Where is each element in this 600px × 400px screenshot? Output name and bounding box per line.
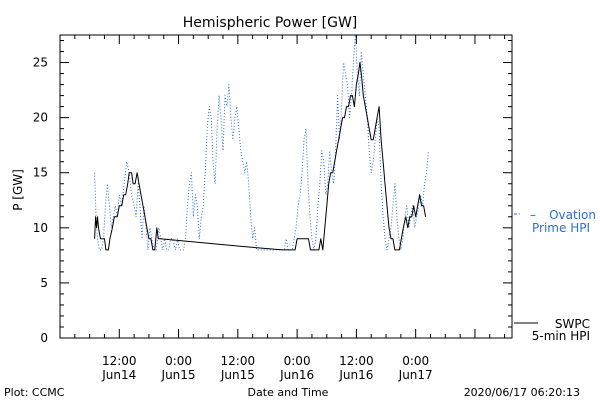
x-tick-time-label: 12:00 — [339, 354, 374, 368]
x-tick-time-label: 12:00 — [102, 354, 137, 368]
series-line-swpc — [94, 62, 427, 251]
chart-title: Hemispheric Power [GW] — [183, 15, 358, 31]
footer-credit: Plot: CCMC — [4, 386, 65, 399]
y-tick-label: 5 — [40, 276, 48, 290]
x-tick-day-label: Jun15 — [161, 368, 196, 382]
y-tick-label: 15 — [33, 166, 48, 180]
x-tick-time-label: 0:00 — [165, 354, 192, 368]
y-axis-label: P [GW] — [11, 169, 25, 211]
y-tick-label: 25 — [33, 56, 48, 70]
x-axis: 12:00Jun140:00Jun1512:00Jun150:00Jun1612… — [59, 35, 506, 382]
legend-swpc-label-2: 5-min HPI — [532, 329, 590, 343]
plot-frame — [59, 34, 513, 339]
x-tick-day-label: Jun16 — [279, 368, 314, 382]
x-tick-day-label: Jun16 — [338, 368, 373, 382]
legend-ovation-label-2: Prime HPI — [532, 221, 590, 235]
series-layer — [94, 34, 429, 251]
x-tick-time-label: 12:00 — [221, 354, 256, 368]
y-tick-label: 20 — [33, 111, 48, 125]
y-tick-label: 0 — [40, 331, 48, 345]
x-tick-day-label: Jun14 — [101, 368, 136, 382]
legend-swpc-label-1: SWPC — [555, 317, 590, 331]
legend-ovation-dash: – — [530, 208, 536, 222]
series-line-ovation-prime — [94, 34, 429, 251]
footer-timestamp: 2020/06/17 06:20:13 — [464, 386, 580, 399]
x-tick-day-label: Jun17 — [398, 368, 433, 382]
x-tick-day-label: Jun15 — [220, 368, 255, 382]
x-tick-time-label: 0:00 — [402, 354, 429, 368]
x-axis-label: Date and Time — [248, 386, 329, 399]
y-tick-label: 10 — [33, 221, 48, 235]
y-axis: 0 5 10 15 20 25 — [33, 40, 512, 345]
legend-ovation-label-1: Ovation — [549, 208, 596, 222]
x-tick-time-label: 0:00 — [284, 354, 311, 368]
